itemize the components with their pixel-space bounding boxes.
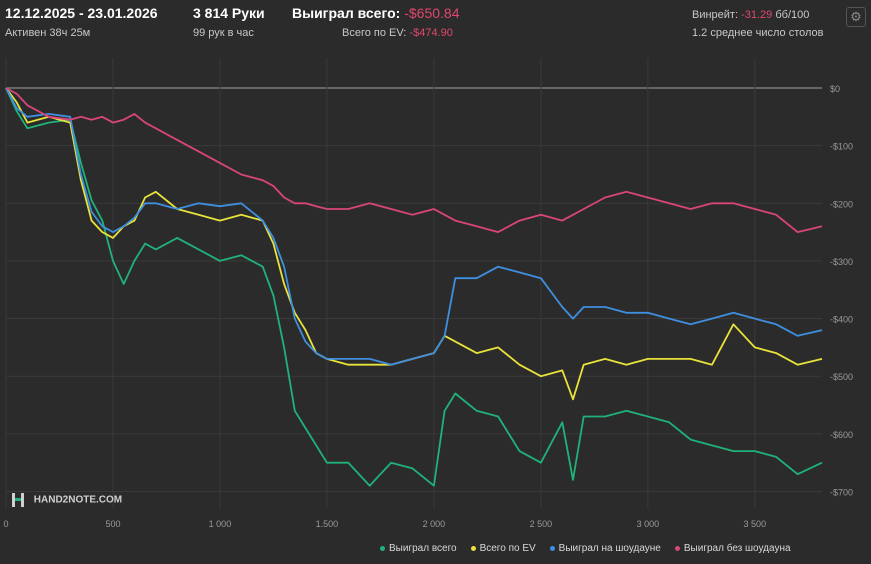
series-line-4 — [5, 87, 823, 234]
ev-total: Всего по EV: -$474.90 — [342, 27, 453, 39]
y-tick-label: -$100 — [830, 142, 853, 152]
x-tick-label: 0 — [3, 519, 8, 529]
won-total: Выиграл всего: -$650.84 — [292, 5, 460, 21]
x-tick-label: 1.500 — [316, 519, 339, 529]
logo-text: HAND2NOTE.COM — [33, 494, 123, 506]
legend-label: Выиграл без шоудауна — [683, 543, 791, 554]
gear-icon[interactable]: ⚙ — [846, 7, 866, 27]
hands-count: 3 814 Руки — [193, 5, 265, 21]
logo-icon — [12, 493, 24, 507]
stats-header: 12.12.2025 - 23.01.2026 Активен 38ч 25м … — [0, 0, 871, 48]
legend-item-1[interactable]: Выиграл всего — [380, 543, 457, 554]
legend-dot — [549, 545, 555, 551]
legend-label: Выиграл всего — [389, 543, 457, 554]
legend-label: Выиграл на шоудауне — [558, 543, 661, 554]
series-line-1 — [5, 87, 823, 487]
y-tick-label: -$400 — [830, 315, 853, 325]
hands-per-hour: 99 рук в час — [193, 27, 254, 39]
ev-total-value: -$474.90 — [409, 27, 453, 39]
x-tick-label: 1 000 — [209, 519, 232, 529]
y-tick-label: -$200 — [830, 199, 853, 209]
legend-label: Всего по EV — [479, 543, 536, 554]
legend-item-2[interactable]: Всего по EV — [470, 543, 536, 554]
y-tick-label: -$700 — [830, 487, 853, 497]
x-tick-label: 2 000 — [423, 519, 446, 529]
legend-item-3[interactable]: Выиграл на шоудауне — [549, 543, 661, 554]
ev-total-label: Всего по EV: — [342, 27, 407, 39]
legend-item-4[interactable]: Выиграл без шоудауна — [674, 543, 791, 554]
winrate-label: Винрейт: — [692, 9, 739, 21]
date-range[interactable]: 12.12.2025 - 23.01.2026 — [5, 5, 158, 21]
y-tick-label: -$300 — [830, 257, 853, 267]
winrate: Винрейт: -31.29 бб/100 — [692, 9, 809, 21]
won-total-label: Выиграл всего: — [292, 5, 401, 21]
y-tick-label: -$600 — [830, 430, 853, 440]
series-line-3 — [5, 87, 823, 366]
winrate-value: -31.29 — [741, 9, 773, 21]
x-tick-label: 3 500 — [744, 519, 767, 529]
legend-dot — [380, 545, 385, 551]
y-tick-label: $0 — [830, 84, 840, 94]
results-chart: $0 -$100 -$200 -$300 -$400 -$500 -$600 -$700 0 50… — [3, 58, 853, 529]
x-tick-label: 2 500 — [530, 519, 553, 529]
x-tick-label: 500 — [105, 519, 120, 529]
hand2note-logo: HAND2NOTE.COM — [10, 492, 122, 508]
won-total-value: -$650.84 — [404, 5, 460, 21]
legend-dot — [674, 545, 680, 551]
active-time: Активен 38ч 25м — [5, 27, 91, 39]
avg-tables: 1.2 среднее число столов — [692, 27, 824, 39]
series-line-2 — [5, 87, 823, 401]
winrate-unit: бб/100 — [775, 9, 810, 21]
x-tick-label: 3 000 — [637, 519, 660, 529]
legend-dot — [470, 545, 476, 551]
chart-legend: Выиграл всего Всего по EV Выиграл на шоуда… — [380, 543, 805, 554]
y-tick-label: -$500 — [830, 372, 853, 382]
